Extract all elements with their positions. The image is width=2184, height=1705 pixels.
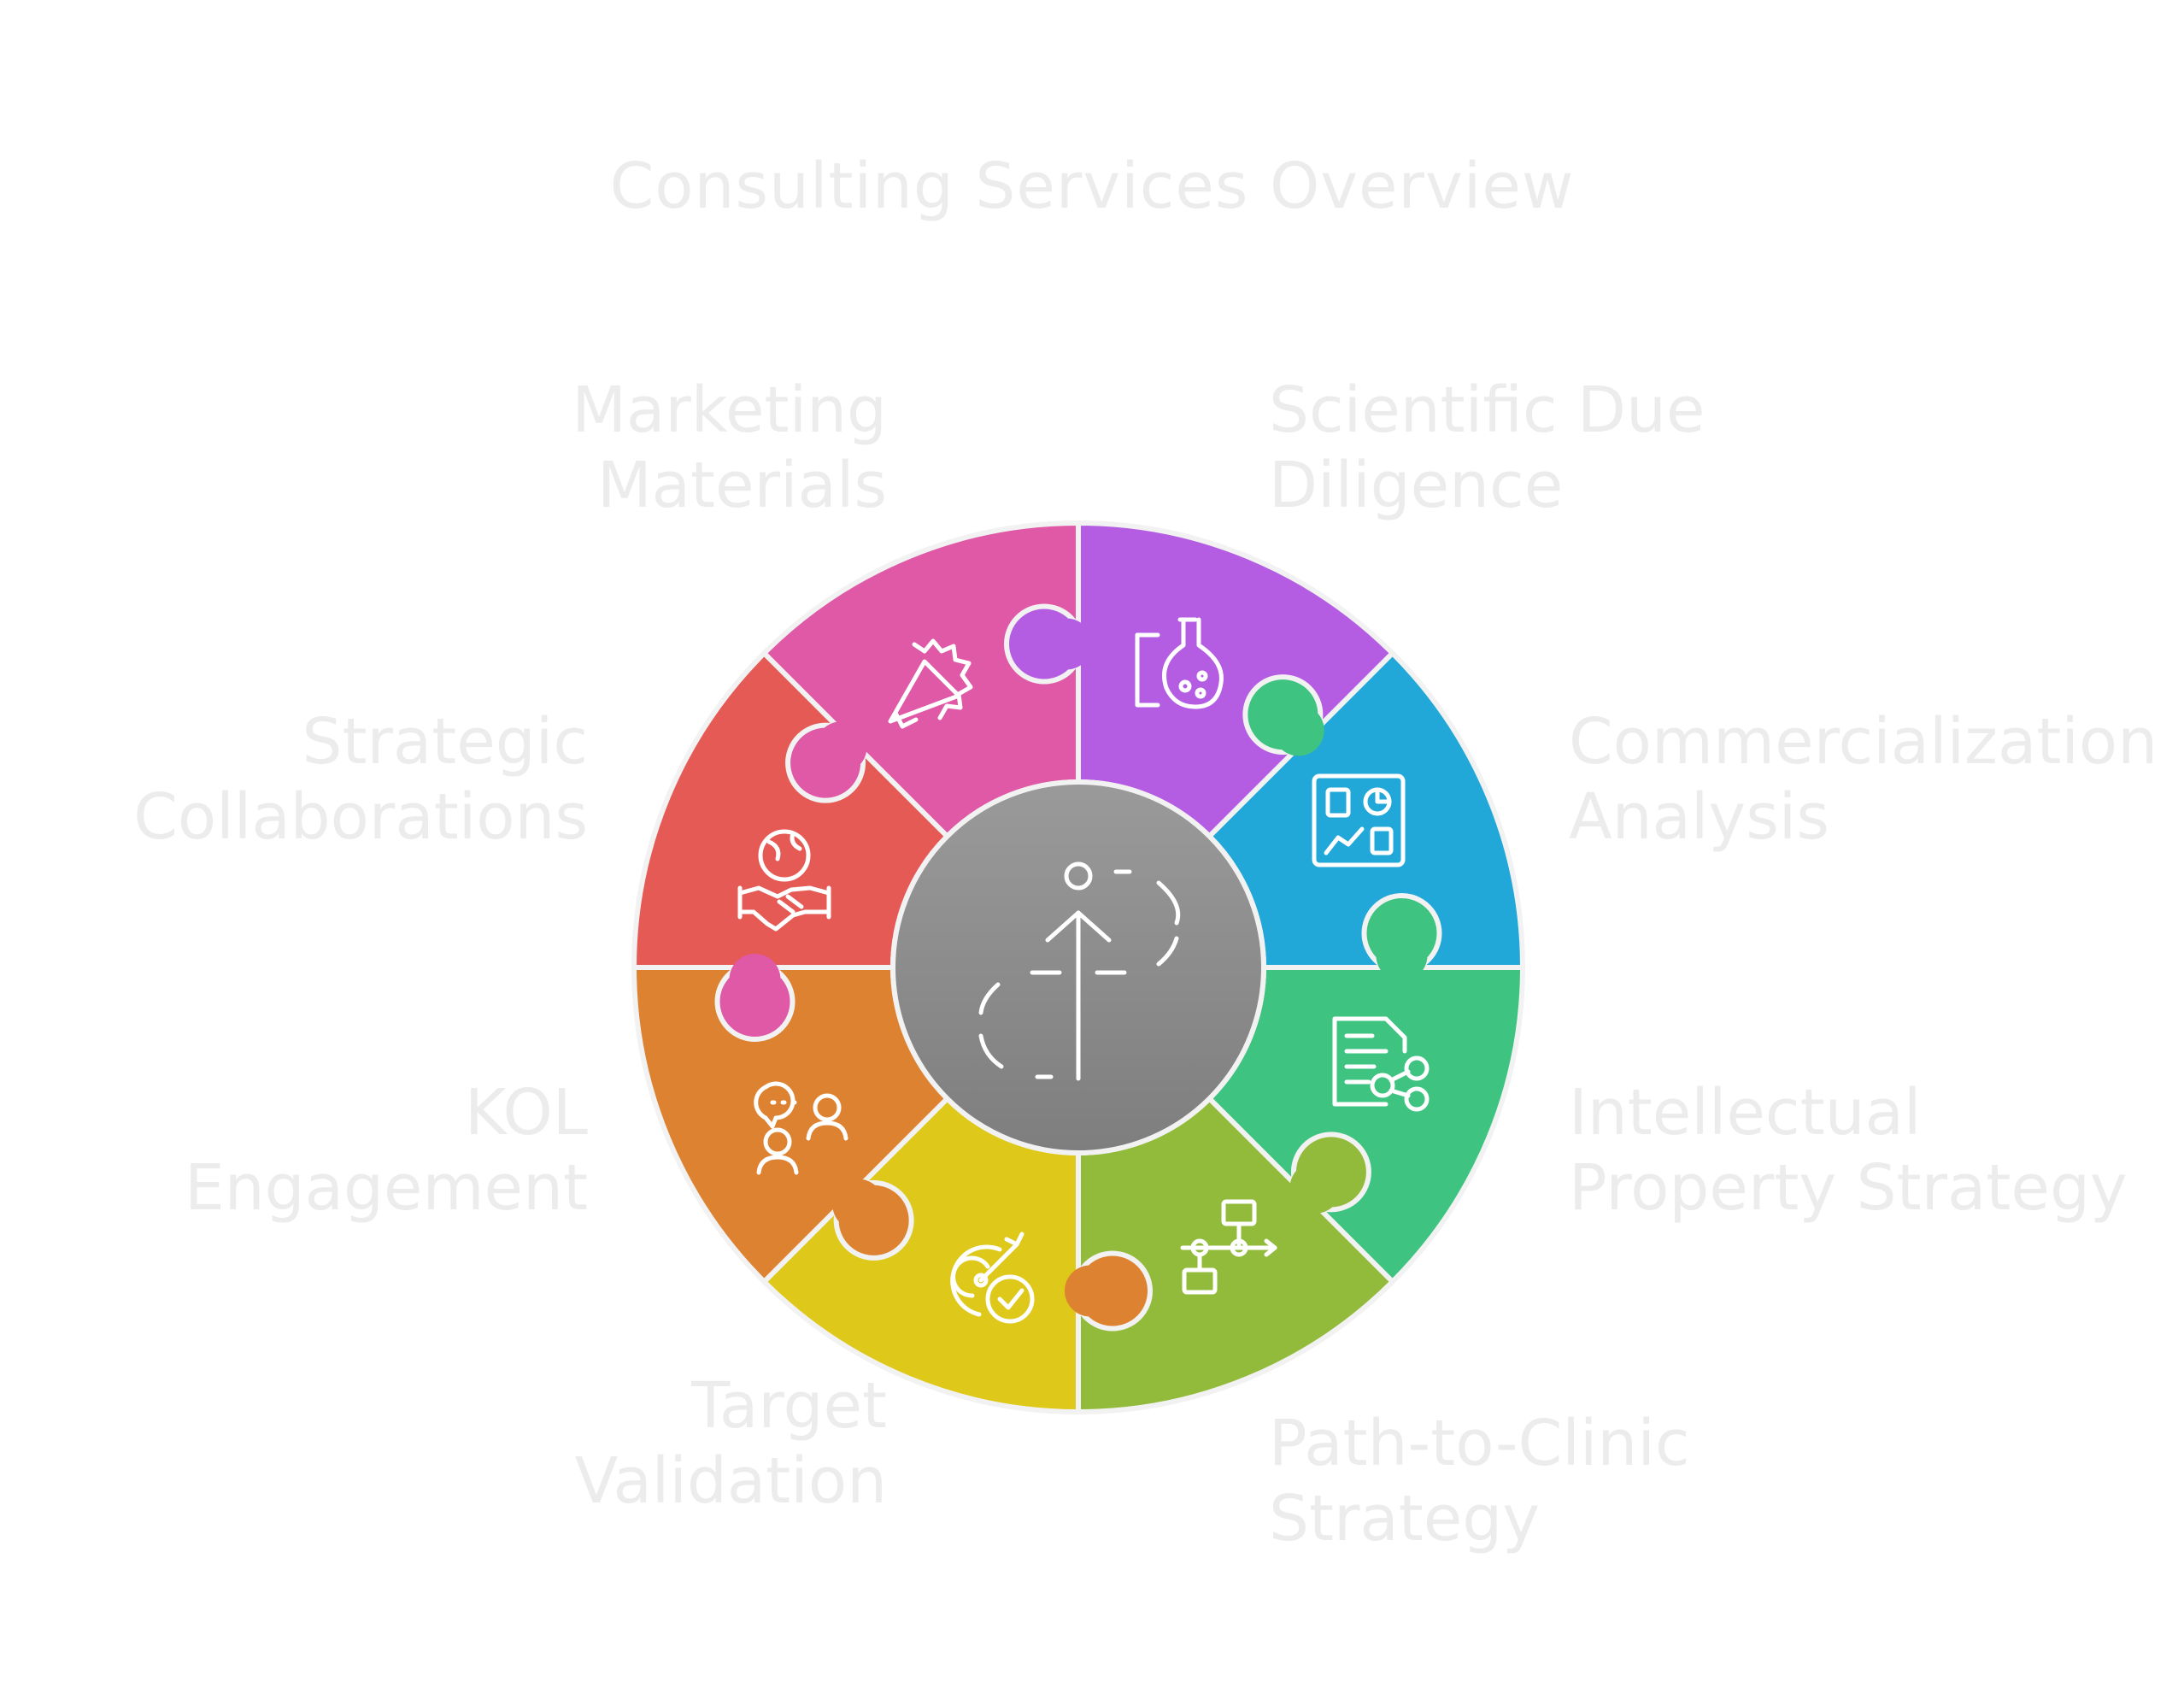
target-check-icon [950,1232,1035,1324]
puzzle-knob-neck [729,954,781,1005]
megaphone-icon [888,638,973,729]
label-kol-engagement: KOL Engagement [184,1076,588,1225]
flowchart-icon [1180,1199,1277,1295]
diagram-title: Consulting Services Overview [609,150,1575,223]
label-commercialization-analysis: Commercialization Analysis [1569,705,2158,854]
puzzle-knob-neck [1376,930,1428,981]
dashboard-chart-icon [1312,773,1406,867]
puzzle-knob-neck [815,721,867,773]
label-strategic-collaborations: Strategic Collaborations [133,705,588,854]
label-scientific-due-diligence: Scientific Due Diligence [1269,373,1706,522]
puzzle-knob-neck [832,1179,884,1231]
label-target-validation: Target Validation [574,1369,887,1518]
document-share-icon [1332,1016,1430,1112]
handshake-globe-icon [737,829,831,932]
puzzle-knob-neck [1065,1265,1116,1317]
puzzle-knob-neck [1041,618,1092,670]
puzzle-knob-neck [1272,704,1324,756]
label-path-to-clinic-strategy: Path-to-Clinic Strategy [1269,1407,1690,1555]
label-marketing-materials: Marketing Materials [572,373,887,522]
lab-flask-icon [1135,617,1224,709]
label-intellectual-property-strategy: Intellectual Property Strategy [1569,1076,2128,1225]
growth-path-icon [978,861,1181,1081]
puzzle-knob-neck [1289,1161,1342,1214]
people-chat-icon [754,1081,848,1175]
